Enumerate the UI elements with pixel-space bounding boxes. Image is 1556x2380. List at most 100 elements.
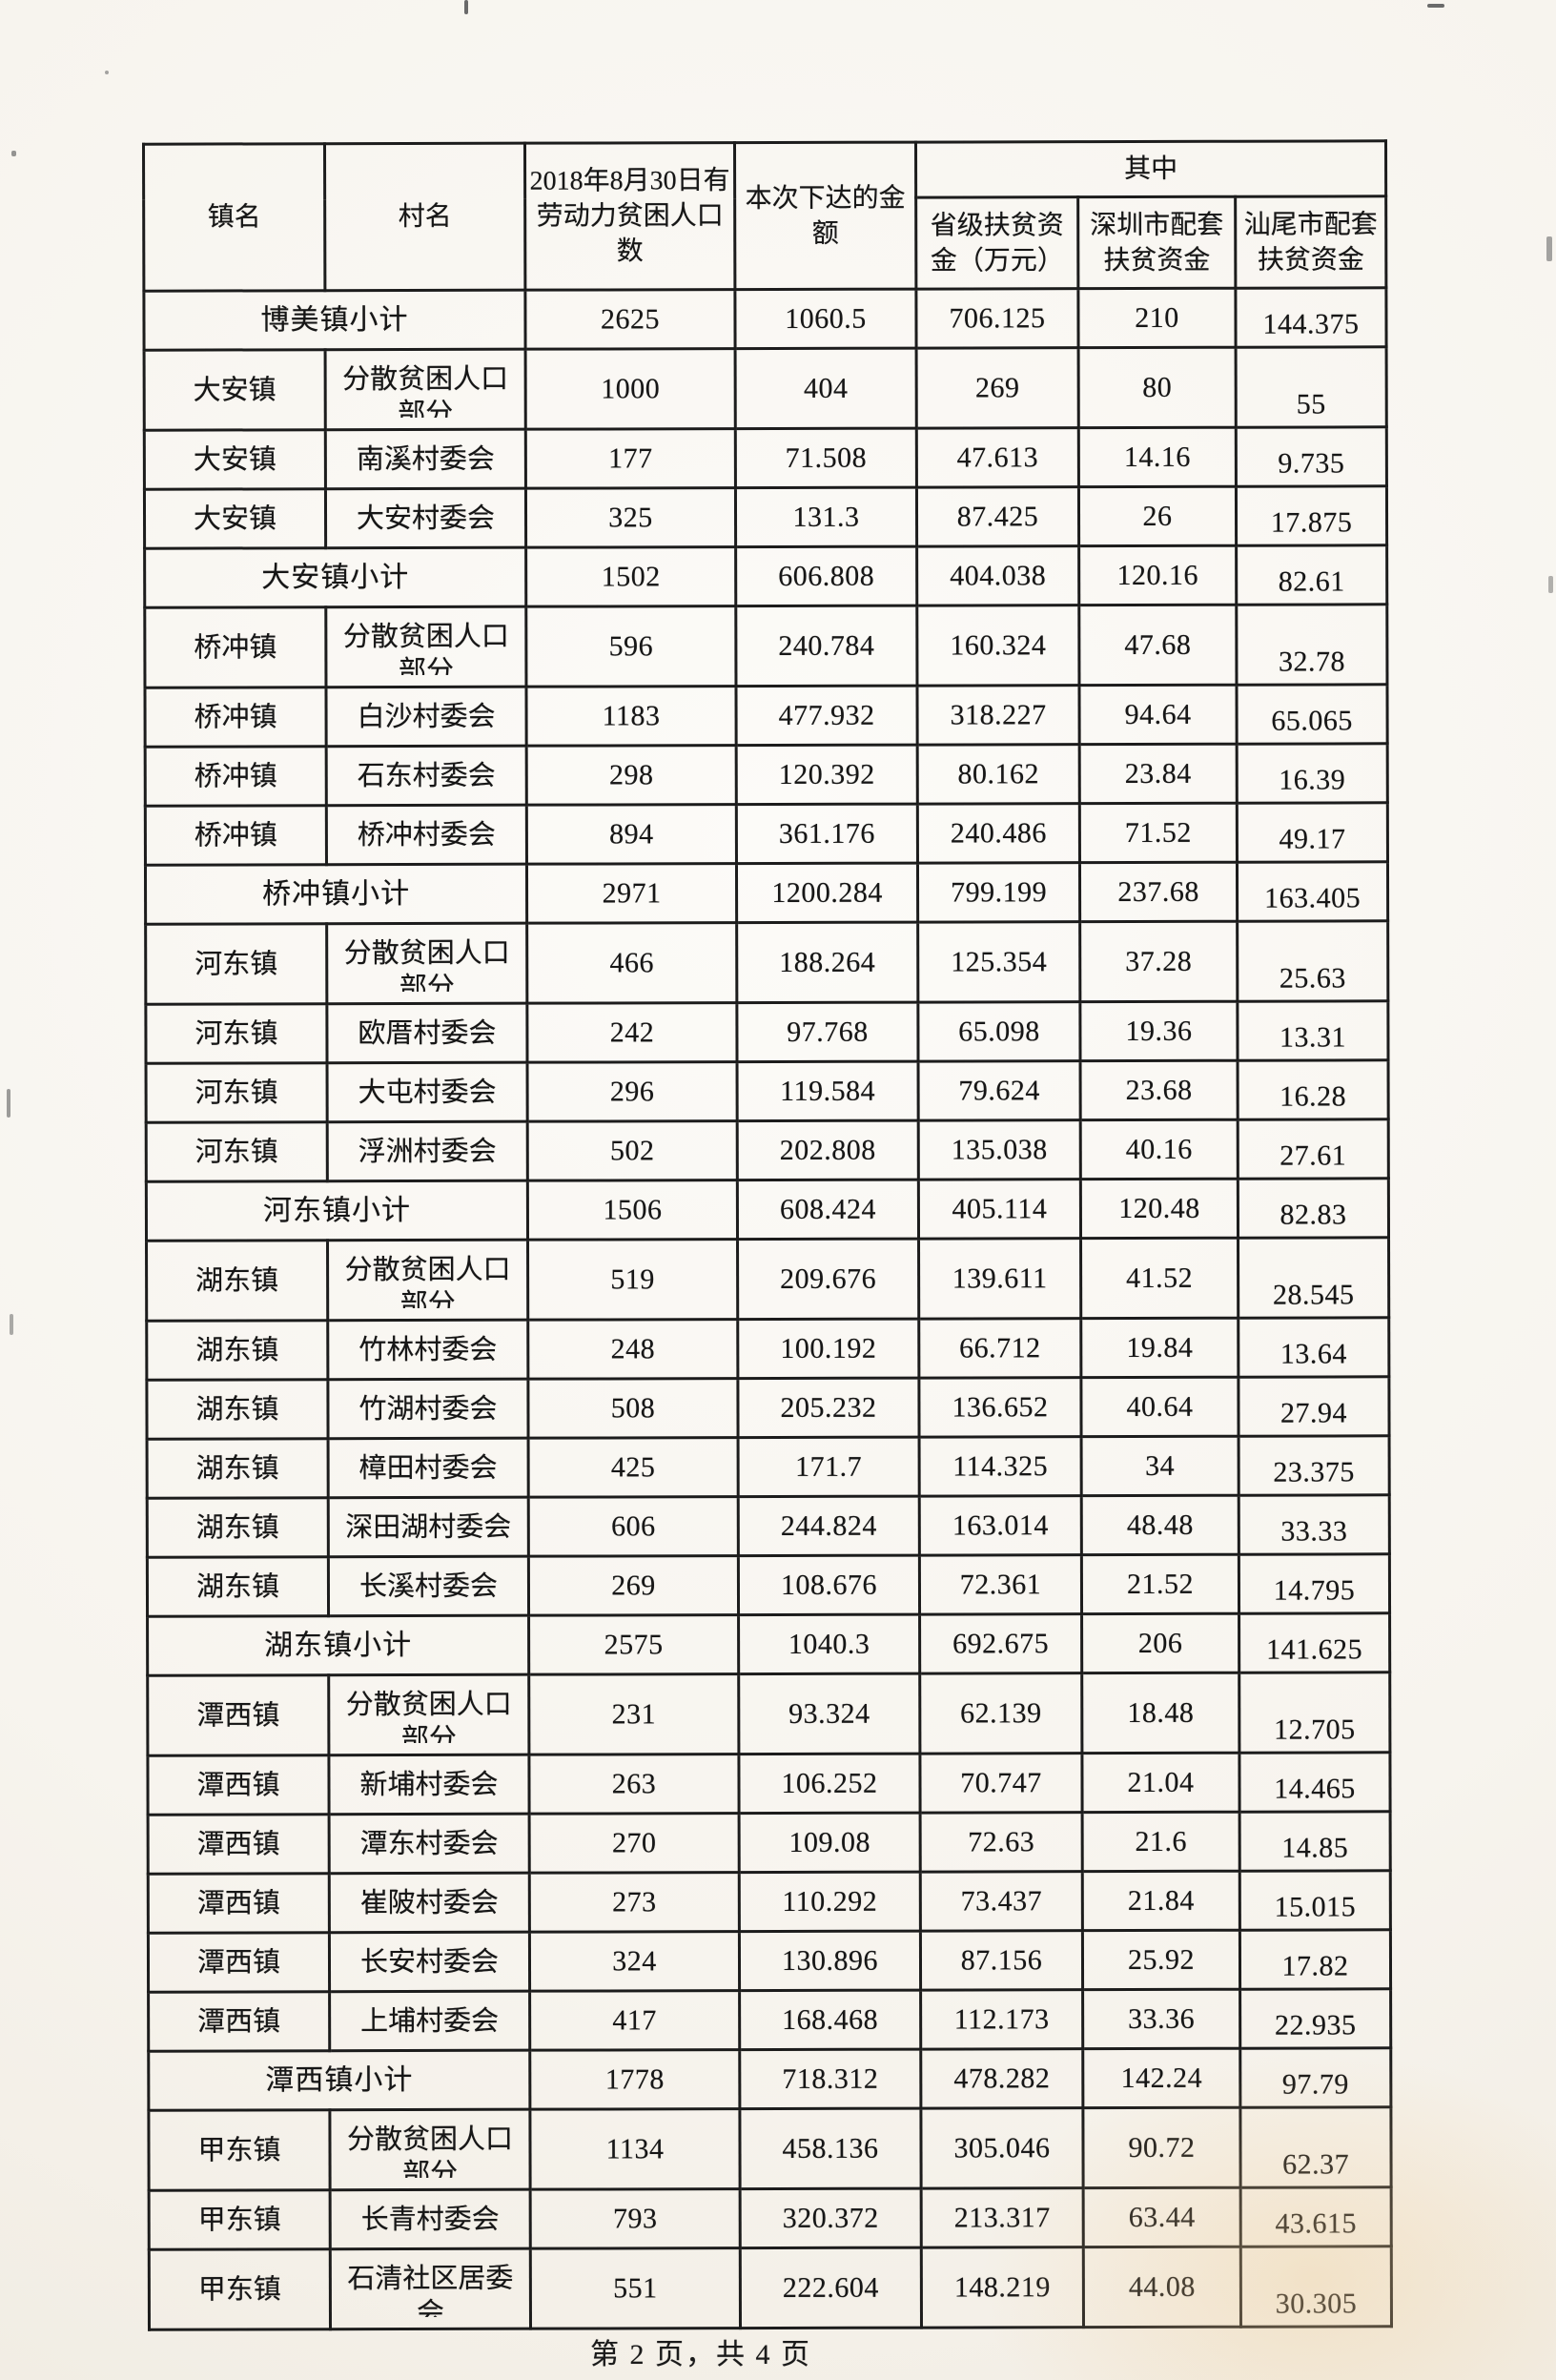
shenzhen-fund-value: 210 (1077, 288, 1237, 348)
amount-value: 320.372 (740, 2188, 922, 2248)
table-row: 大安镇 分散贫困人口部分 1000 404 269 80 55 (144, 346, 1387, 431)
shanwei-fund-value: 22.935 (1239, 1988, 1391, 2049)
subtotal-label: 湖东镇小计 (147, 1615, 529, 1676)
shanwei-fund-value: 144.375 (1235, 287, 1387, 348)
shenzhen-fund-value: 21.6 (1082, 1812, 1240, 1872)
village-name: 长溪村委会 (328, 1556, 529, 1616)
shanwei-fund-value: 9.735 (1236, 426, 1387, 487)
shenzhen-fund-value: 142.24 (1082, 2048, 1240, 2108)
amount-value: 1060.5 (734, 289, 917, 349)
shenzhen-fund-value: 26 (1078, 486, 1237, 546)
table-row: 湖东镇 竹林村委会 248 100.192 66.712 19.84 13.64 (146, 1317, 1389, 1381)
village-name: 竹林村委会 (327, 1320, 528, 1380)
amount-value: 404 (735, 348, 917, 429)
population-value: 2625 (524, 289, 736, 350)
amount-value: 606.808 (735, 546, 917, 606)
provincial-fund-value: 79.624 (918, 1060, 1081, 1121)
table-row: 甲东镇 石清社区居委会 551 222.604 148.219 44.08 30.305 (149, 2246, 1392, 2330)
shanwei-fund-value: 28.545 (1238, 1237, 1389, 1319)
shanwei-fund-value: 15.015 (1239, 1870, 1391, 1931)
table-row: 河东镇 欧厝村委会 242 97.768 65.098 19.36 13.31 (145, 1000, 1389, 1064)
table-body: 博美镇小计 2625 1060.5 706.125 210 144.375 大安镇 分散贫困人… (143, 287, 1392, 2330)
provincial-fund-value: 240.486 (917, 803, 1080, 864)
header-among: 其中 (915, 140, 1386, 198)
provincial-fund-value: 72.361 (919, 1554, 1082, 1615)
shanwei-fund-value: 30.305 (1240, 2246, 1392, 2328)
town-name: 大安镇 (144, 488, 326, 549)
shanwei-fund-value: 12.705 (1239, 1672, 1390, 1754)
shanwei-fund-value: 25.63 (1237, 920, 1388, 1002)
scan-artifact (105, 71, 109, 74)
shenzhen-fund-value: 237.68 (1079, 862, 1238, 922)
shenzhen-fund-value: 21.84 (1082, 1871, 1240, 1931)
shenzhen-fund-value: 34 (1081, 1436, 1239, 1496)
population-value: 177 (525, 428, 736, 489)
village-name: 石清社区居委会 (330, 2248, 531, 2329)
village-name: 新埔村委会 (328, 1754, 530, 1815)
shenzhen-fund-value: 14.16 (1078, 427, 1237, 487)
population-value: 248 (527, 1319, 738, 1380)
town-name: 潭西镇 (147, 1674, 329, 1756)
village-name: 竹湖村委会 (327, 1379, 529, 1439)
village-name: 樟田村委会 (328, 1438, 529, 1498)
shenzhen-fund-value: 40.16 (1080, 1119, 1239, 1180)
provincial-fund-value: 87.425 (916, 486, 1079, 547)
scan-artifact (10, 1314, 13, 1335)
population-value: 466 (526, 922, 737, 1004)
shanwei-fund-value: 14.795 (1239, 1553, 1390, 1614)
table-row: 河东镇 分散贫困人口部分 466 188.264 125.354 37.28 25.63 (145, 920, 1388, 1005)
village-name: 长安村委会 (329, 1932, 530, 1992)
shenzhen-fund-value: 44.08 (1083, 2247, 1241, 2328)
provincial-fund-value: 125.354 (917, 921, 1080, 1003)
town-name: 桥冲镇 (144, 606, 326, 688)
shanwei-fund-value: 27.94 (1238, 1376, 1390, 1437)
town-name: 湖东镇 (146, 1320, 328, 1381)
amount-value: 1040.3 (738, 1614, 920, 1674)
shanwei-fund-value: 55 (1236, 346, 1387, 428)
population-value: 1183 (525, 686, 737, 747)
provincial-fund-value: 136.652 (918, 1377, 1082, 1438)
amount-value: 168.468 (739, 1990, 921, 2050)
provincial-fund-value: 66.712 (918, 1318, 1081, 1379)
shenzhen-fund-value: 120.48 (1080, 1179, 1239, 1239)
town-name: 湖东镇 (147, 1438, 329, 1499)
village-name: 分散贫困人口部分 (325, 349, 526, 430)
population-value: 596 (525, 605, 736, 687)
provincial-fund-value: 148.219 (921, 2247, 1084, 2329)
population-value: 298 (526, 745, 737, 806)
amount-value: 130.896 (739, 1931, 921, 1991)
village-name: 欧厝村委会 (326, 1003, 528, 1063)
amount-value: 244.824 (738, 1496, 920, 1556)
population-value: 2575 (528, 1614, 739, 1675)
scan-artifact (7, 1089, 10, 1118)
village-name: 大屯村委会 (327, 1062, 528, 1122)
village-name: 白沙村委会 (325, 687, 527, 747)
town-name: 河东镇 (145, 1003, 328, 1064)
scan-artifact (1427, 4, 1444, 8)
shenzhen-fund-value: 120.16 (1078, 545, 1237, 605)
provincial-fund-value: 692.675 (919, 1613, 1082, 1674)
population-value: 417 (529, 1990, 740, 2051)
header-town: 镇名 (143, 143, 325, 292)
shenzhen-fund-value: 94.64 (1078, 685, 1238, 745)
village-name: 南溪村委会 (325, 429, 526, 489)
shenzhen-fund-value: 40.64 (1080, 1377, 1239, 1437)
shenzhen-fund-value: 90.72 (1082, 2107, 1241, 2188)
population-value: 2971 (526, 863, 737, 924)
amount-value: 205.232 (737, 1378, 920, 1438)
shanwei-fund-value: 13.31 (1237, 1000, 1389, 1061)
amount-value: 93.324 (738, 1673, 920, 1754)
table-row: 湖东镇 深田湖村委会 606 244.824 163.014 48.48 33.33 (147, 1494, 1390, 1558)
town-name: 甲东镇 (148, 2109, 331, 2191)
amount-value: 222.604 (740, 2247, 922, 2329)
shanwei-fund-value: 33.33 (1239, 1494, 1390, 1555)
amount-value: 202.808 (737, 1120, 919, 1180)
table-row: 桥冲镇 桥冲村委会 894 361.176 240.486 71.52 49.17 (145, 802, 1388, 866)
shanwei-fund-value: 141.625 (1239, 1612, 1390, 1673)
shanwei-fund-value: 13.64 (1238, 1317, 1389, 1378)
shenzhen-fund-value: 18.48 (1081, 1672, 1239, 1754)
town-name: 湖东镇 (146, 1240, 328, 1322)
scan-artifact (464, 0, 468, 14)
town-name: 桥冲镇 (145, 746, 327, 807)
shenzhen-fund-value: 80 (1078, 347, 1237, 428)
